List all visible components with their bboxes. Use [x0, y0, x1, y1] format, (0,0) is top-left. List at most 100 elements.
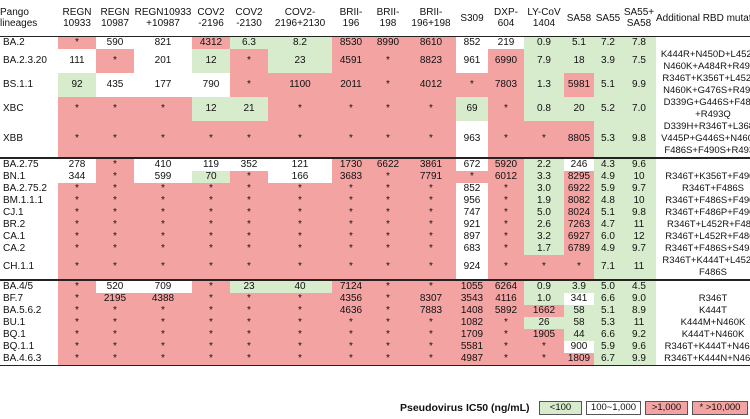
ic50-cell: *	[192, 207, 230, 219]
ic50-cell: 6012	[488, 171, 524, 183]
ic50-cell: *	[58, 317, 96, 329]
ic50-cell: *	[58, 341, 96, 353]
ic50-cell: 2195	[96, 293, 134, 305]
lineage-cell: BM.1.1.1	[3, 195, 44, 206]
mutations-cell: R346T+L452R+F486I	[667, 219, 750, 230]
ic50-cell: 8.9	[622, 305, 656, 317]
ic50-cell: *	[96, 157, 134, 171]
ic50-cell: 1.7	[524, 243, 564, 255]
ic50-cell: 5.1	[564, 36, 594, 49]
ic50-cell: *	[268, 97, 332, 121]
mutations-cell: R346T	[698, 293, 728, 304]
table-row: BA.4.6.3 * * * * * * * * * 4987 * * 1809 6.7 9.9 R346T+K…	[0, 353, 750, 366]
ic50-cell: 9.9	[622, 353, 656, 366]
lineage-cell: BA.2	[0, 36, 58, 49]
ic50-cell: 1905	[524, 329, 564, 341]
ic50-cell: *	[192, 121, 230, 158]
ic50-cell: 2.6	[524, 219, 564, 231]
ic50-cell: *	[192, 305, 230, 317]
ic50-cell: *	[406, 329, 456, 341]
ic50-cell: *	[332, 207, 370, 219]
ic50-cell: *	[370, 171, 406, 183]
ic50-cell: *	[230, 121, 268, 158]
ic50-cell: *	[192, 279, 230, 293]
ic50-cell: *	[488, 121, 524, 158]
ic50-cell: *	[370, 207, 406, 219]
ic50-cell: 70	[192, 171, 230, 183]
table-row: BQ.1 * * * * * * * * * 1709 * 1905 44 6.6 9.2 K444T+N460…	[0, 329, 750, 341]
ic50-cell: 12	[192, 97, 230, 121]
ic50-cell: 11	[622, 219, 656, 231]
ic50-cell: *	[370, 49, 406, 73]
ic50-cell: 3.0	[524, 183, 564, 195]
column-header: SA58	[564, 0, 594, 37]
table-row: BF.7 * 2195 4388 * * * 4356 * 8307 3543 4116 1.0 341 6…	[0, 293, 750, 305]
column-header: Pango lineages	[0, 0, 58, 37]
ic50-table: Pango lineages REGN 10933 REGN 10987 REGN10…	[0, 0, 750, 366]
ic50-cell: *	[96, 329, 134, 341]
ic50-cell: 5.3	[594, 317, 622, 329]
column-header: BRII- 196	[332, 0, 370, 37]
ic50-cell: 4.8	[594, 195, 622, 207]
ic50-cell: *	[134, 317, 192, 329]
table-row: BR.2 * * * * * * * * * 921 * 2.6 7263 4.7 11 R346T+L452R…	[0, 219, 750, 231]
table-row: BA.5.6.2 * * * * * * 4636 * 7883 1408 5892 1662 58 5.1…	[0, 305, 750, 317]
ic50-cell: *	[58, 305, 96, 317]
ic50-cell: *	[524, 353, 564, 366]
ic50-cell: *	[268, 305, 332, 317]
lineage-cell: BR.2	[3, 219, 26, 230]
ic50-cell: 3.2	[524, 231, 564, 243]
column-header: DXP- 604	[488, 0, 524, 37]
ic50-cell: *	[96, 231, 134, 243]
ic50-cell: 4591	[332, 49, 370, 73]
ic50-cell: *	[370, 293, 406, 305]
ic50-cell: 410	[134, 157, 192, 171]
table-row: BQ.1.1 * * * * * * * * * 5581 * * 900 5.9 9.6 R346T+K444…	[0, 341, 750, 353]
ic50-cell: 5.0	[524, 207, 564, 219]
ic50-cell: *	[134, 243, 192, 255]
column-header: LY-CoV 1404	[524, 0, 564, 37]
ic50-cell: 852	[456, 36, 488, 49]
ic50-cell: 344	[58, 171, 96, 183]
mutations-cell: R346T+K444T+L452R+ F486S	[662, 255, 750, 278]
ic50-cell: 9.0	[622, 293, 656, 305]
ic50-cell: *	[58, 36, 96, 49]
ic50-cell: *	[96, 317, 134, 329]
ic50-cell: *	[332, 97, 370, 121]
lineage-cell: BA.5.6.2	[3, 305, 42, 316]
column-header: BRII- 196+198	[406, 0, 456, 37]
legend-item-100-1000: 100~1,000	[586, 401, 641, 415]
ic50-cell: 7.5	[622, 49, 656, 73]
ic50-cell: *	[96, 183, 134, 195]
ic50-cell: *	[192, 353, 230, 366]
ic50-cell: 9.6	[622, 341, 656, 353]
ic50-cell: 1408	[456, 305, 488, 317]
ic50-cell: 852	[456, 183, 488, 195]
ic50-cell: *	[332, 183, 370, 195]
table-row: CH.1.1 * * * * * * * * * 924 * * * 7.1 11 R346T+K444T+L4…	[0, 255, 750, 280]
ic50-cell: *	[192, 219, 230, 231]
ic50-cell: 6.7	[594, 353, 622, 366]
ic50-cell: *	[96, 171, 134, 183]
ic50-cell: *	[96, 49, 134, 73]
ic50-cell: 1055	[456, 279, 488, 293]
ic50-cell: *	[332, 317, 370, 329]
ic50-cell: 1.9	[524, 195, 564, 207]
ic50-cell: 6622	[370, 157, 406, 171]
ic50-cell: 7.9	[524, 49, 564, 73]
ic50-cell: 7263	[564, 219, 594, 231]
lineage-cell: BQ.1.1	[3, 341, 35, 352]
ic50-cell: 900	[564, 341, 594, 353]
ic50-cell: *	[524, 341, 564, 353]
ic50-cell: 6264	[488, 279, 524, 293]
ic50-cell: 1809	[564, 353, 594, 366]
lineage-cell: BQ.1	[3, 329, 26, 340]
ic50-cell: 12	[622, 231, 656, 243]
ic50-cell: 0.9	[524, 279, 564, 293]
table-row: CA.1 * * * * * * * * * 897 * 3.2 6927 6.0 12 R346T+L452R…	[0, 231, 750, 243]
ic50-cell: *	[134, 231, 192, 243]
ic50-cell: 5581	[456, 341, 488, 353]
ic50-cell: 58	[564, 317, 594, 329]
ic50-cell: *	[488, 195, 524, 207]
ic50-cell: *	[268, 293, 332, 305]
